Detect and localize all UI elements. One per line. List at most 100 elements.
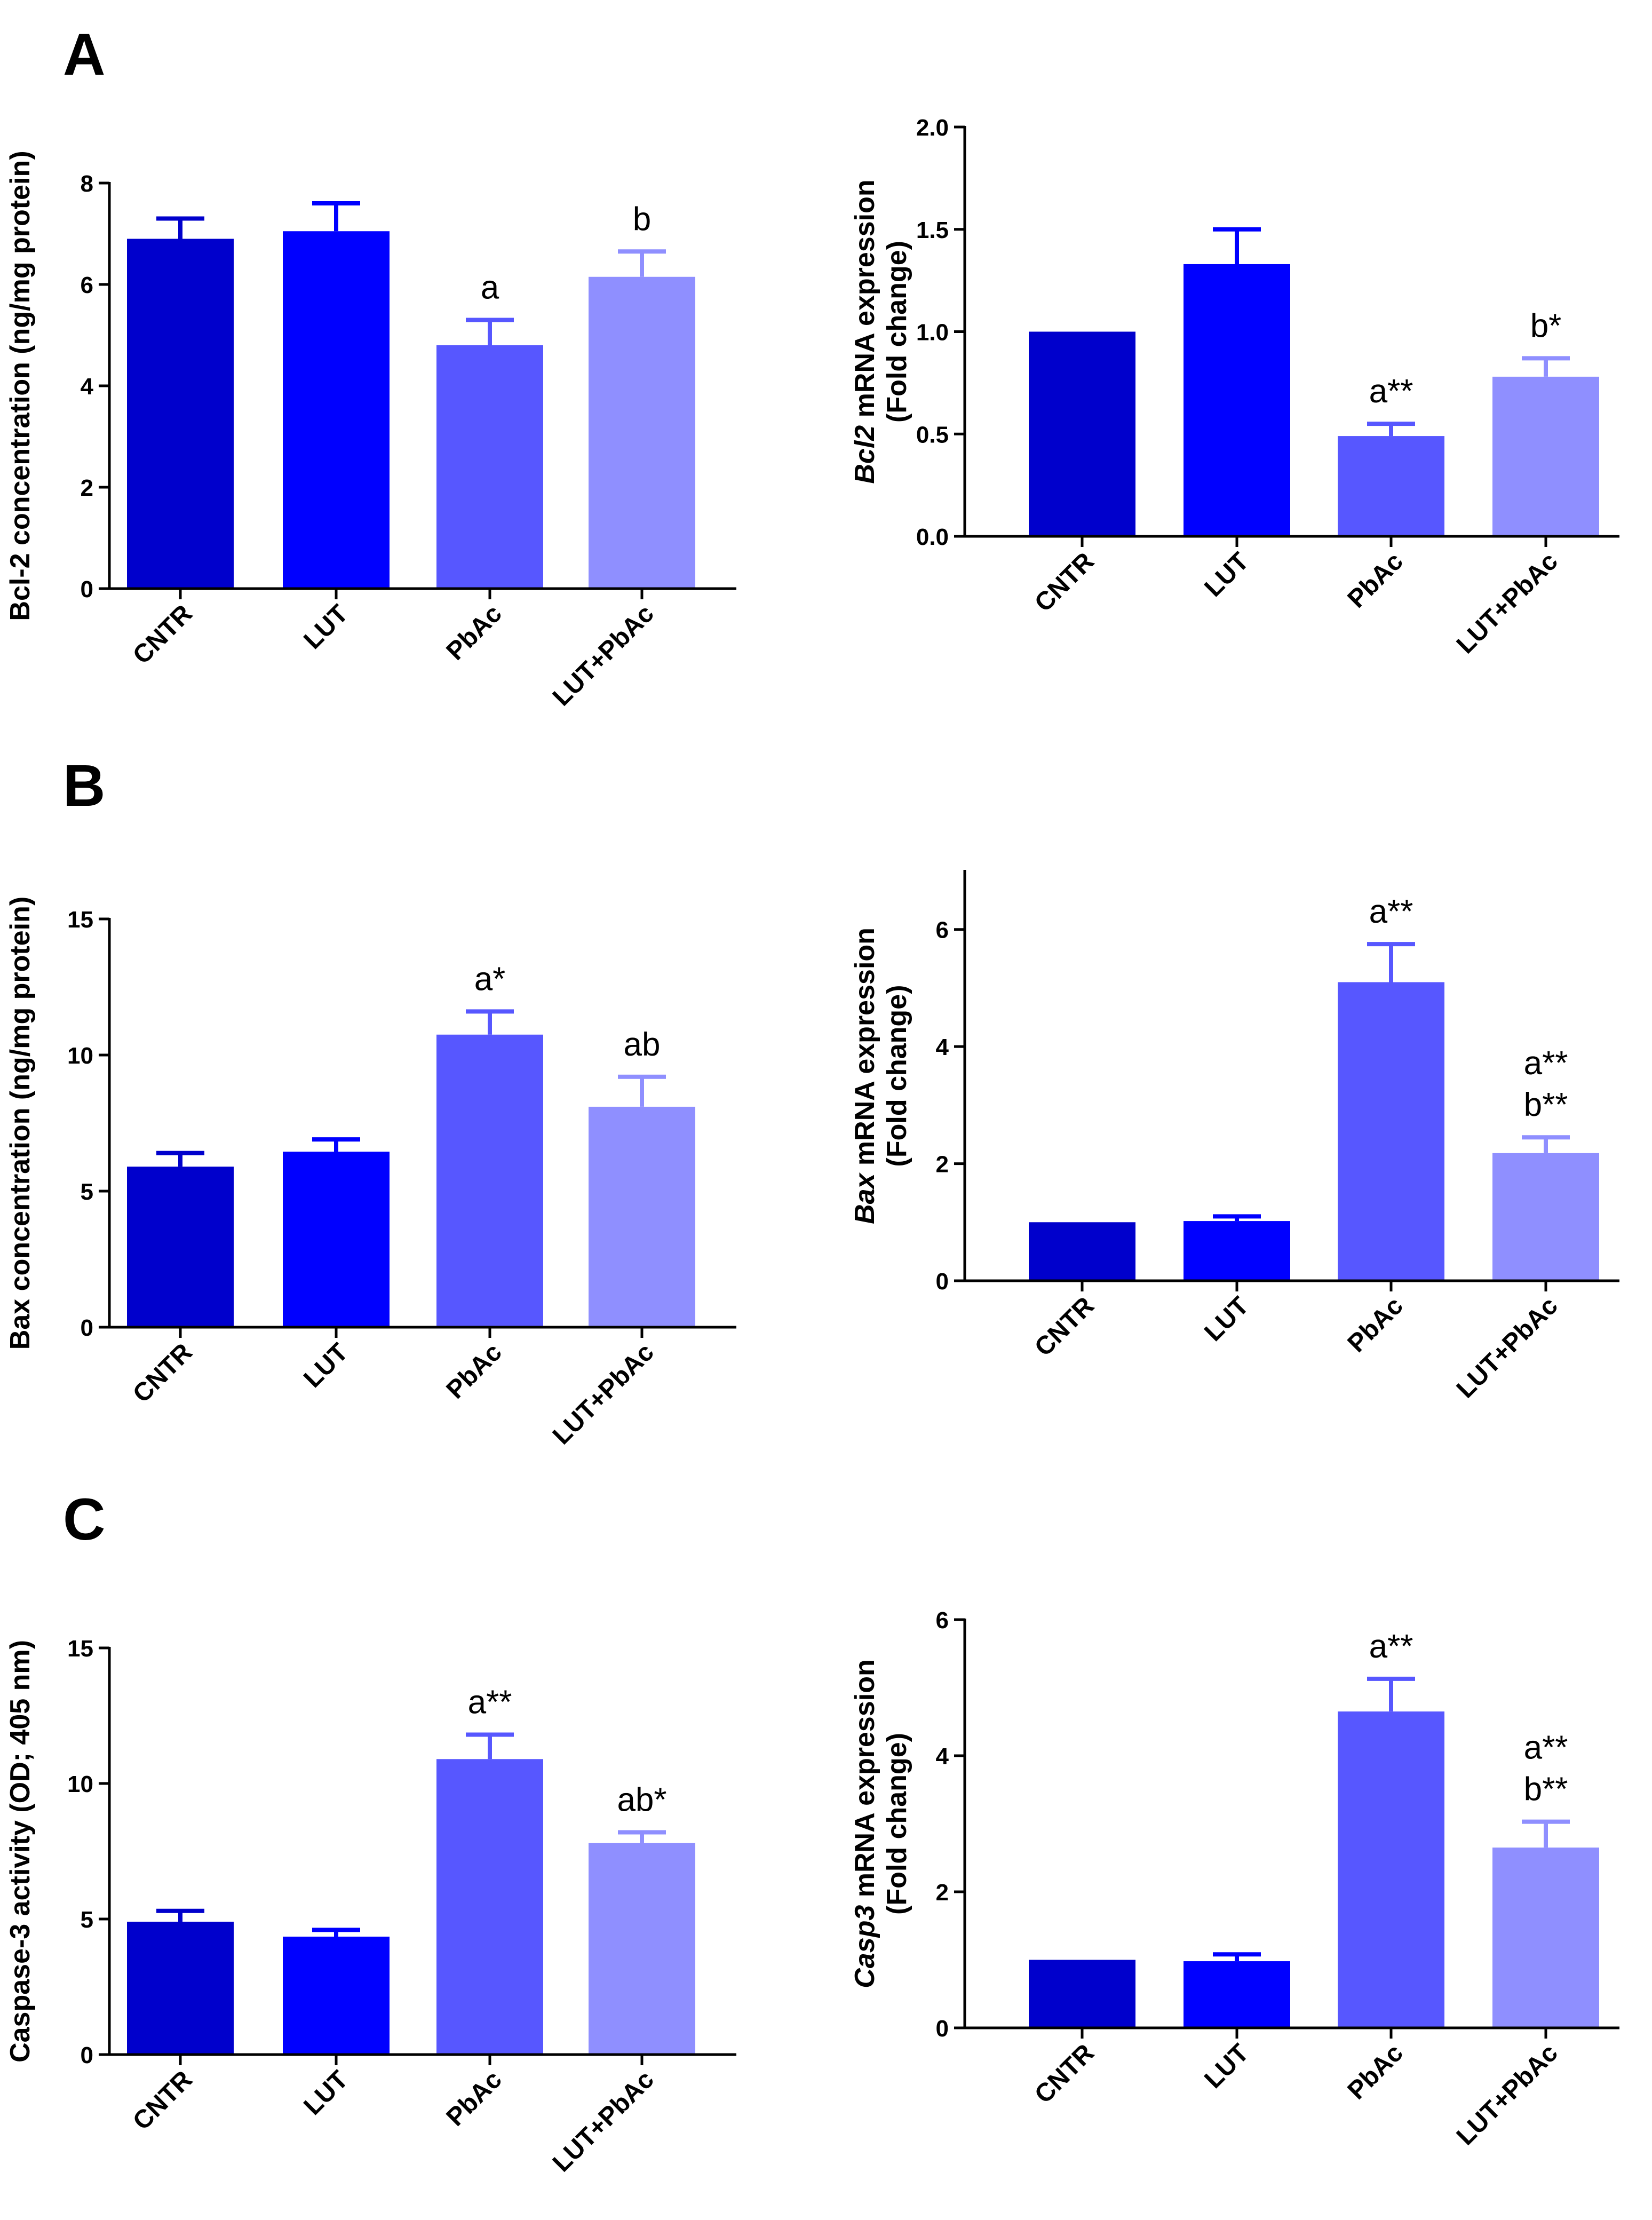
bar-cntr — [127, 1167, 234, 1327]
significance-label: a** — [1524, 1045, 1568, 1082]
y-tick-label: 0.0 — [916, 524, 949, 550]
y-tick-label: 0 — [81, 576, 93, 602]
bar-cntr — [1029, 1960, 1135, 2028]
y-tick-label: 4 — [936, 1034, 949, 1060]
gene-name: Bax — [849, 1172, 880, 1224]
y-axis-label: Bcl-2 concentration (ng/mg protein) — [5, 150, 36, 621]
category-label: LUT+PbAc — [1451, 1291, 1563, 1404]
y-axis-label-text: Caspase-3 activity (OD; 405 nm) — [5, 1640, 36, 2063]
category-label: LUT+PbAc — [547, 599, 660, 711]
category-label: CNTR — [128, 599, 198, 670]
y-tick-label: 5 — [81, 1179, 93, 1205]
y-axis-label-text: Bcl-2 concentration (ng/mg protein) — [5, 150, 36, 621]
y-tick-label: 10 — [67, 1043, 93, 1069]
y-axis-label: Bax concentration (ng/mg protein) — [5, 897, 36, 1350]
y-axis-label-text: Bax concentration (ng/mg protein) — [5, 897, 36, 1350]
bar-lut-pbac — [1492, 1153, 1599, 1281]
y-tick-label: 1.0 — [916, 320, 949, 346]
significance-label: b — [633, 201, 651, 237]
y-tick-label: 2.0 — [916, 115, 949, 141]
bar-pbac — [436, 1759, 543, 2055]
bar-cntr — [127, 1922, 234, 2055]
y-tick-label: 0 — [936, 1268, 949, 1295]
charts-container: a b 0 2 4 6 8 CNTR LUT PbAc LUT+PbAc Bcl-2 concentr… — [5, 115, 1619, 2177]
chart-bcl2-protein: a b 0 2 4 6 8 CNTR LUT PbAc LUT+PbAc Bcl-2 concentr… — [5, 150, 736, 711]
bar-cntr — [127, 239, 234, 589]
significance-label: ab* — [617, 1781, 666, 1818]
category-label: PbAc — [1343, 2039, 1409, 2105]
bar-cntr — [1029, 1222, 1135, 1281]
category-label: LUT — [298, 1338, 353, 1393]
significance-label: a** — [468, 1684, 512, 1721]
y-axis-label-line2: (Fold change) — [881, 1733, 912, 1915]
y-axis-label-text: mRNA expression — [849, 179, 880, 425]
category-label: PbAc — [441, 1338, 507, 1404]
bar-cntr — [1029, 331, 1135, 536]
significance-label: a** — [1524, 1730, 1568, 1766]
category-label: LUT — [1199, 547, 1254, 602]
category-label: LUT+PbAc — [1451, 547, 1563, 659]
category-label: LUT — [298, 2065, 353, 2120]
bar-lut-pbac — [589, 276, 695, 589]
chart-casp3-mrna: a** b** a** 0 2 4 6 CNTR LUT PbAc LUT+PbAc Casp3 mR… — [849, 1607, 1619, 2151]
category-label: PbAc — [441, 2065, 507, 2131]
y-tick-label: 2 — [81, 475, 93, 501]
y-tick-label: 1.5 — [916, 217, 949, 243]
y-axis-label-line2: (Fold change) — [881, 241, 912, 423]
category-label: PbAc — [441, 599, 507, 665]
significance-label: a — [481, 269, 499, 306]
chart-bcl2-mrna: a** b* 0.0 0.5 1.0 1.5 2.0 CNTR LUT PbAc LUT+PbAc B… — [849, 115, 1619, 659]
y-tick-label: 2 — [936, 1152, 949, 1178]
panel-letter-b: B — [63, 753, 105, 819]
y-tick-label: 4 — [936, 1743, 949, 1770]
y-tick-label: 6 — [936, 1607, 949, 1634]
category-label: LUT — [1199, 1291, 1254, 1346]
significance-label: a** — [1369, 893, 1413, 930]
bar-lut — [283, 1937, 390, 2055]
y-tick-label: 0.5 — [916, 422, 949, 448]
y-tick-label: 5 — [81, 1907, 93, 1933]
bar-lut-pbac — [1492, 376, 1599, 536]
bar-lut-pbac — [1492, 1848, 1599, 2028]
bar-pbac — [436, 345, 543, 589]
y-tick-label: 6 — [81, 272, 93, 298]
y-tick-label: 0 — [81, 2042, 93, 2068]
y-axis-label-text: mRNA expression — [849, 1659, 880, 1905]
significance-label: a* — [474, 961, 506, 997]
significance-label: b** — [1524, 1771, 1568, 1808]
category-label: CNTR — [128, 2065, 198, 2136]
category-label: PbAc — [1343, 547, 1409, 613]
significance-label: b** — [1524, 1087, 1568, 1123]
category-label: LUT+PbAc — [1451, 2039, 1563, 2151]
category-label: CNTR — [1029, 2039, 1100, 2109]
panel-letter-c: C — [63, 1487, 105, 1552]
significance-label: a** — [1369, 1628, 1413, 1665]
bar-pbac — [1338, 436, 1444, 536]
category-label: PbAc — [1343, 1291, 1409, 1358]
bar-lut — [1184, 264, 1290, 536]
y-tick-label: 2 — [936, 1880, 949, 1906]
bar-lut — [1184, 1221, 1290, 1281]
category-label: CNTR — [1029, 547, 1100, 617]
y-axis-label-line2: (Fold change) — [881, 985, 912, 1167]
bar-lut — [283, 1152, 390, 1327]
y-axis-label: Casp3 mRNA expression — [849, 1659, 880, 1988]
chart-bax-protein: a* ab 0 5 10 15 CNTR LUT PbAc LUT+PbAc Bax concent… — [5, 897, 736, 1450]
category-label: LUT — [1199, 2039, 1254, 2094]
gene-name: Bcl2 — [849, 425, 880, 484]
y-tick-label: 10 — [67, 1771, 93, 1797]
bar-lut-pbac — [589, 1106, 695, 1327]
chart-bax-mrna: a** b** a** 0 2 4 6 CNTR LUT PbAc LUT+PbAc Bax mRNA… — [849, 870, 1619, 1404]
y-tick-label: 15 — [67, 1636, 93, 1662]
bar-pbac — [1338, 982, 1444, 1281]
y-tick-label: 4 — [81, 374, 94, 400]
y-tick-label: 8 — [81, 171, 93, 197]
category-label: CNTR — [1029, 1291, 1100, 1362]
y-tick-label: 0 — [81, 1315, 93, 1341]
gene-name: Casp3 — [849, 1905, 880, 1988]
bar-lut-pbac — [589, 1843, 695, 2055]
significance-label: b* — [1530, 307, 1562, 344]
y-tick-label: 0 — [936, 2016, 949, 2042]
category-label: LUT+PbAc — [547, 2065, 660, 2177]
